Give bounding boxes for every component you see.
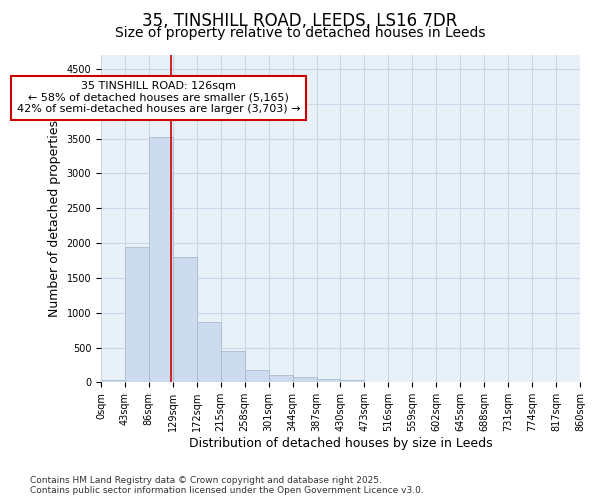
Bar xyxy=(340,380,364,382)
Bar xyxy=(197,322,221,382)
Bar xyxy=(245,370,269,382)
Text: Contains HM Land Registry data © Crown copyright and database right 2025.
Contai: Contains HM Land Registry data © Crown c… xyxy=(30,476,424,495)
Bar xyxy=(101,380,125,382)
Bar xyxy=(221,351,245,382)
Text: 35 TINSHILL ROAD: 126sqm
← 58% of detached houses are smaller (5,165)
42% of sem: 35 TINSHILL ROAD: 126sqm ← 58% of detach… xyxy=(17,81,300,114)
Text: 35, TINSHILL ROAD, LEEDS, LS16 7DR: 35, TINSHILL ROAD, LEEDS, LS16 7DR xyxy=(142,12,458,30)
Y-axis label: Number of detached properties: Number of detached properties xyxy=(48,120,61,317)
Bar xyxy=(317,379,340,382)
Text: Size of property relative to detached houses in Leeds: Size of property relative to detached ho… xyxy=(115,26,485,40)
Bar xyxy=(149,137,173,382)
X-axis label: Distribution of detached houses by size in Leeds: Distribution of detached houses by size … xyxy=(188,437,492,450)
Bar xyxy=(269,374,293,382)
Bar xyxy=(173,257,197,382)
Bar xyxy=(125,246,149,382)
Bar xyxy=(293,378,317,382)
